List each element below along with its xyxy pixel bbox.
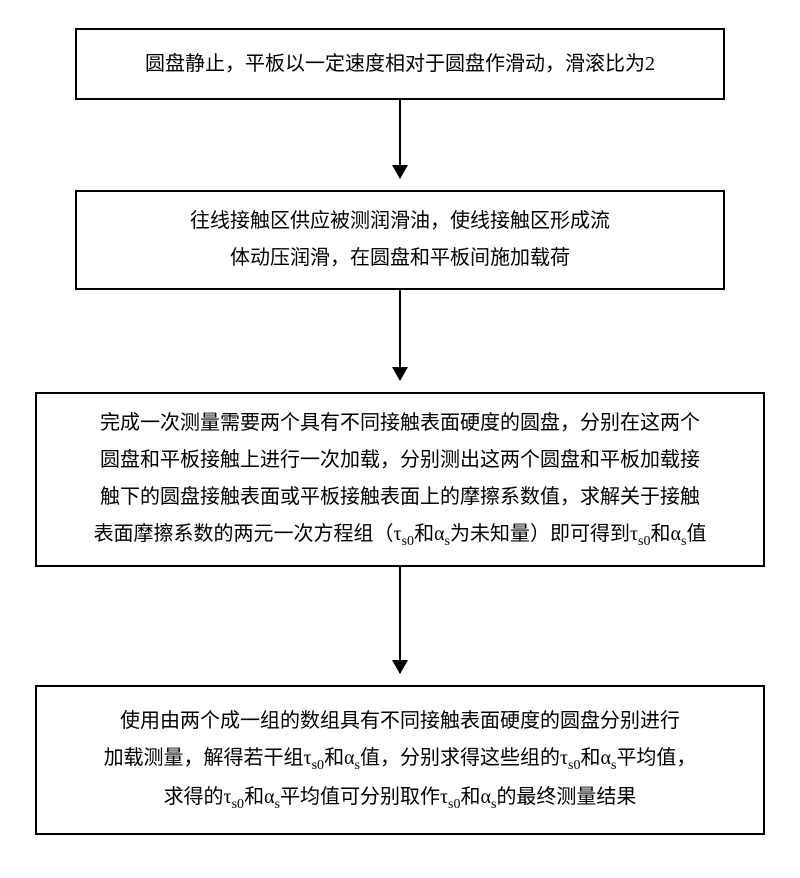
arrow-3: [399, 567, 401, 673]
flowchart-step-4: 使用由两个成一组的数组具有不同接触表面硬度的圆盘分别进行加载测量，解得若干组τs…: [35, 685, 765, 835]
flowchart-container: 圆盘静止，平板以一定速度相对于圆盘作滑动，滑滚比为2 往线接触区供应被测润滑油，…: [0, 0, 800, 878]
step-2-text: 往线接触区供应被测润滑油，使线接触区形成流 体动压润滑，在圆盘和平板间施加载荷: [190, 203, 610, 277]
step-1-text: 圆盘静止，平板以一定速度相对于圆盘作滑动，滑滚比为2: [145, 46, 655, 83]
arrow-2: [399, 290, 401, 380]
step-3-text: 完成一次测量需要两个具有不同接触表面硬度的圆盘，分别在这两个圆盘和平板接触上进行…: [94, 405, 707, 555]
step-4-text: 使用由两个成一组的数组具有不同接触表面硬度的圆盘分别进行加载测量，解得若干组τs…: [104, 703, 697, 818]
arrow-1: [399, 100, 401, 178]
flowchart-step-1: 圆盘静止，平板以一定速度相对于圆盘作滑动，滑滚比为2: [75, 28, 725, 100]
flowchart-step-2: 往线接触区供应被测润滑油，使线接触区形成流 体动压润滑，在圆盘和平板间施加载荷: [75, 190, 725, 290]
flowchart-step-3: 完成一次测量需要两个具有不同接触表面硬度的圆盘，分别在这两个圆盘和平板接触上进行…: [35, 392, 765, 567]
